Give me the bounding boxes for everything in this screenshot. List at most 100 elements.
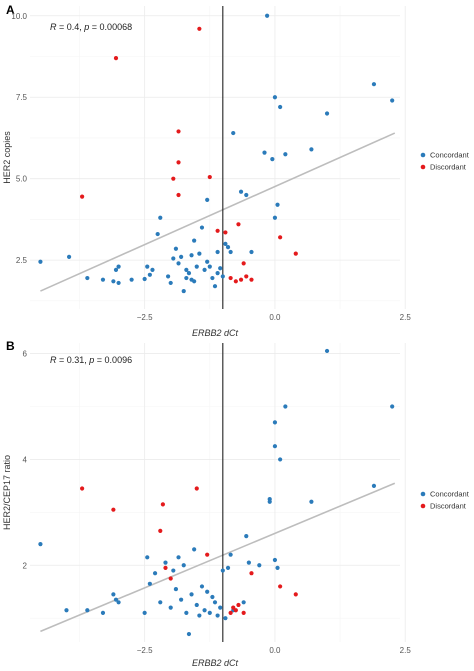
data-point (145, 264, 150, 269)
data-point (85, 275, 90, 281)
data-point (215, 249, 220, 255)
y-tick-label: 2 (23, 561, 28, 570)
data-point (168, 605, 173, 610)
data-point (228, 610, 233, 615)
data-point (189, 253, 194, 258)
data-point (176, 261, 181, 266)
data-point (236, 222, 241, 227)
data-point (309, 499, 314, 504)
data-point (80, 486, 85, 491)
data-point (228, 552, 233, 557)
data-point (171, 176, 176, 181)
data-point (171, 568, 176, 573)
data-point (111, 279, 116, 284)
legend-label: Discordant (430, 502, 467, 511)
data-point (215, 613, 220, 618)
data-point (197, 613, 202, 618)
y-tick-label: 2.5 (16, 256, 28, 265)
data-point (218, 266, 223, 271)
data-point (293, 592, 298, 597)
regression-line (40, 482, 396, 633)
data-point (100, 277, 106, 282)
data-point (272, 444, 278, 449)
y-axis-title: HER2 copies (2, 131, 12, 184)
y-tick-label: 7.5 (16, 93, 28, 102)
data-point (212, 284, 218, 289)
data-point (181, 563, 186, 568)
data-point (249, 571, 254, 576)
legend-marker (420, 164, 426, 170)
data-point (212, 600, 218, 605)
data-point (238, 277, 244, 282)
data-point (275, 565, 280, 571)
data-point (220, 274, 225, 279)
data-point (244, 192, 249, 198)
data-point (390, 404, 395, 409)
data-point (324, 111, 330, 116)
y-tick-label: 6 (23, 350, 28, 359)
x-tick-label: −2.5 (137, 313, 153, 322)
series-discordant (80, 486, 298, 615)
data-point (262, 150, 267, 155)
data-point (100, 610, 106, 615)
data-point (215, 271, 220, 276)
x-tick-label: 2.5 (400, 646, 412, 655)
data-point (293, 251, 298, 256)
data-point (116, 600, 121, 605)
panel-label: A (6, 3, 15, 17)
data-point (390, 98, 395, 103)
panel-a: A −2.5 0.0 2.5 2.5 5.0 7.5 10.0 ERBB2 dCt HER2 co… (2, 3, 470, 338)
data-point (158, 215, 163, 220)
data-point (116, 264, 121, 269)
data-point (176, 160, 181, 165)
data-point (197, 251, 202, 256)
data-point (205, 552, 210, 557)
data-point (244, 534, 249, 539)
data-point (228, 249, 233, 255)
data-point (179, 254, 184, 259)
data-point (207, 174, 212, 180)
data-point (192, 279, 197, 284)
legend-marker (420, 491, 426, 497)
correlation-annotation: R = 0.31, p = 0.0096 (50, 355, 132, 365)
data-point (173, 586, 179, 592)
data-point (197, 26, 202, 31)
data-point (163, 560, 168, 565)
data-point (278, 584, 283, 589)
data-point (278, 457, 283, 462)
data-point (225, 565, 231, 571)
legend: Concordant Discordant (420, 151, 470, 172)
data-point (85, 608, 90, 613)
data-point (176, 192, 181, 198)
data-point (272, 95, 278, 100)
y-tick-label: 10.0 (11, 12, 27, 21)
data-point (231, 605, 236, 610)
data-point (163, 565, 168, 571)
data-point (111, 507, 116, 512)
data-point (186, 271, 192, 276)
data-point (150, 267, 155, 273)
data-point (176, 555, 181, 560)
data-point (80, 194, 85, 199)
data-point (184, 267, 189, 273)
legend-marker (420, 152, 426, 158)
data-point (249, 277, 254, 282)
x-tick-label: −2.5 (137, 646, 153, 655)
data-point (64, 608, 69, 613)
series-concordant (38, 13, 395, 294)
data-point (270, 157, 275, 162)
data-point (158, 528, 163, 533)
data-point (152, 571, 158, 576)
data-point (186, 631, 192, 637)
data-point (168, 576, 173, 581)
y-tick-label: 5.0 (16, 175, 28, 184)
data-point (160, 502, 165, 507)
data-point (192, 547, 197, 552)
data-point (225, 244, 231, 250)
legend-label: Discordant (430, 163, 467, 172)
data-point (158, 600, 163, 605)
data-point (113, 56, 119, 61)
data-point (171, 256, 176, 261)
legend-label: Concordant (430, 151, 470, 160)
